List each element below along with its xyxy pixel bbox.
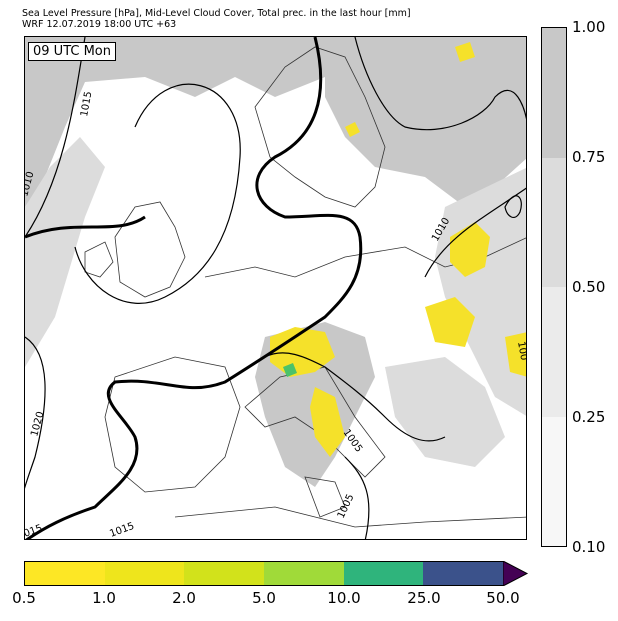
precip-colorbar-tick: 50.0 [486, 589, 520, 607]
cloud-colorbar-tick: 0.50 [572, 278, 606, 296]
precip-colorbar-tick: 10.0 [327, 589, 361, 607]
isobar-label: 1015 [108, 521, 136, 540]
precip-italy [310, 387, 345, 457]
precip-colorbar-tick: 25.0 [407, 589, 441, 607]
cloud-cover-scandinavia [325, 37, 526, 207]
precip-colorbar-segment [184, 562, 265, 585]
precip-east-edge [505, 332, 526, 377]
precip-colorbar-extend-arrow [503, 561, 529, 586]
cloud-colorbar-tick: 0.75 [572, 148, 606, 166]
cloud-colorbar-tick: 0.10 [572, 538, 606, 556]
isobar-label: 100 [515, 341, 527, 362]
weather-map: 1015 1010 1010 1020 1005 1005 015 1015 1… [24, 36, 527, 540]
coastlines [84, 46, 526, 528]
cloud-cover-colorbar [541, 27, 567, 547]
cloud-colorbar-tick: 0.25 [572, 408, 606, 426]
isobar-label: 1020 [29, 410, 46, 437]
map-title: Sea Level Pressure [hPa], Mid-Level Clou… [22, 8, 411, 19]
precip-colorbar-segment [343, 562, 424, 585]
cloud-cover-north-atlantic [25, 37, 325, 207]
isobar-label: 1005 [341, 427, 365, 454]
precip-colorbar-tick: 0.5 [12, 589, 36, 607]
cloud-cover-west-atlantic [25, 137, 105, 367]
precip-colorbar-segment [264, 562, 344, 585]
precip-eastern-europe [450, 222, 490, 277]
isobar-label: 015 [25, 523, 44, 540]
cloud-colorbar-segment [542, 28, 566, 158]
cloud-cover-balkans [385, 357, 505, 467]
precip-colorbar-segment [104, 562, 185, 585]
precip-core-green [283, 363, 297, 377]
cloud-colorbar-segment [542, 157, 566, 287]
precip-colorbar-tick: 2.0 [172, 589, 196, 607]
cloud-colorbar-segment [542, 416, 566, 546]
precip-colorbar-tick: 5.0 [252, 589, 276, 607]
isobar-label: 1015 [79, 91, 94, 118]
precip-balkans [425, 297, 475, 347]
isobar-label: 1005 [336, 493, 357, 521]
cloud-colorbar-segment [542, 287, 566, 417]
model-run-info: WRF 12.07.2019 18:00 UTC +63 [22, 19, 177, 30]
map-canvas: 1015 1010 1010 1020 1005 1005 015 1015 1… [25, 37, 527, 540]
precip-colorbar-segment [423, 562, 504, 585]
precip-scandinavia [345, 42, 475, 137]
cloud-cover-eastern-europe [435, 167, 526, 416]
cloud-colorbar-tick: 1.00 [572, 18, 606, 36]
precip-colorbar-tick: 1.0 [92, 589, 116, 607]
precip-colorbar-segment [25, 562, 105, 585]
isobar-label: 1010 [25, 170, 36, 197]
valid-time-label: 09 UTC Mon [28, 42, 116, 61]
precipitation-colorbar [24, 561, 504, 586]
